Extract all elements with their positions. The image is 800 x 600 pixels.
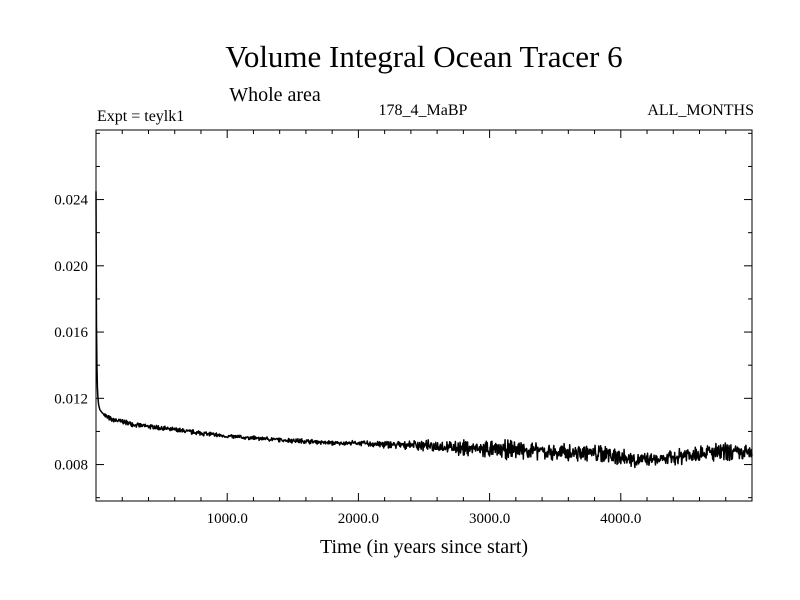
experiment-label: Expt = teylk1 bbox=[97, 108, 184, 125]
y-tick-label: 0.012 bbox=[54, 391, 88, 407]
x-axis-label: Time (in years since start) bbox=[320, 536, 528, 558]
x-axis-tick-labels: 1000.0 2000.0 3000.0 4000.0 bbox=[207, 511, 642, 527]
x-tick-label: 1000.0 bbox=[207, 511, 248, 527]
y-tick-label: 0.020 bbox=[54, 259, 88, 275]
axis-ticks bbox=[96, 130, 752, 501]
x-tick-label: 2000.0 bbox=[338, 511, 379, 527]
period-label: ALL_MONTHS bbox=[647, 102, 754, 119]
x-tick-label: 3000.0 bbox=[469, 511, 510, 527]
run-label: 178_4_MaBP bbox=[379, 102, 468, 119]
y-tick-label: 0.016 bbox=[54, 325, 88, 341]
chart-title: Volume Integral Ocean Tracer 6 bbox=[225, 39, 622, 74]
y-axis-tick-labels: 0.008 0.012 0.016 0.020 0.024 bbox=[54, 193, 88, 474]
y-tick-label: 0.024 bbox=[54, 193, 88, 209]
x-tick-label: 4000.0 bbox=[600, 511, 641, 527]
chart-subtitle: Whole area bbox=[229, 84, 321, 106]
series-line-tracer-6 bbox=[95, 191, 753, 469]
y-tick-label: 0.008 bbox=[54, 458, 88, 474]
